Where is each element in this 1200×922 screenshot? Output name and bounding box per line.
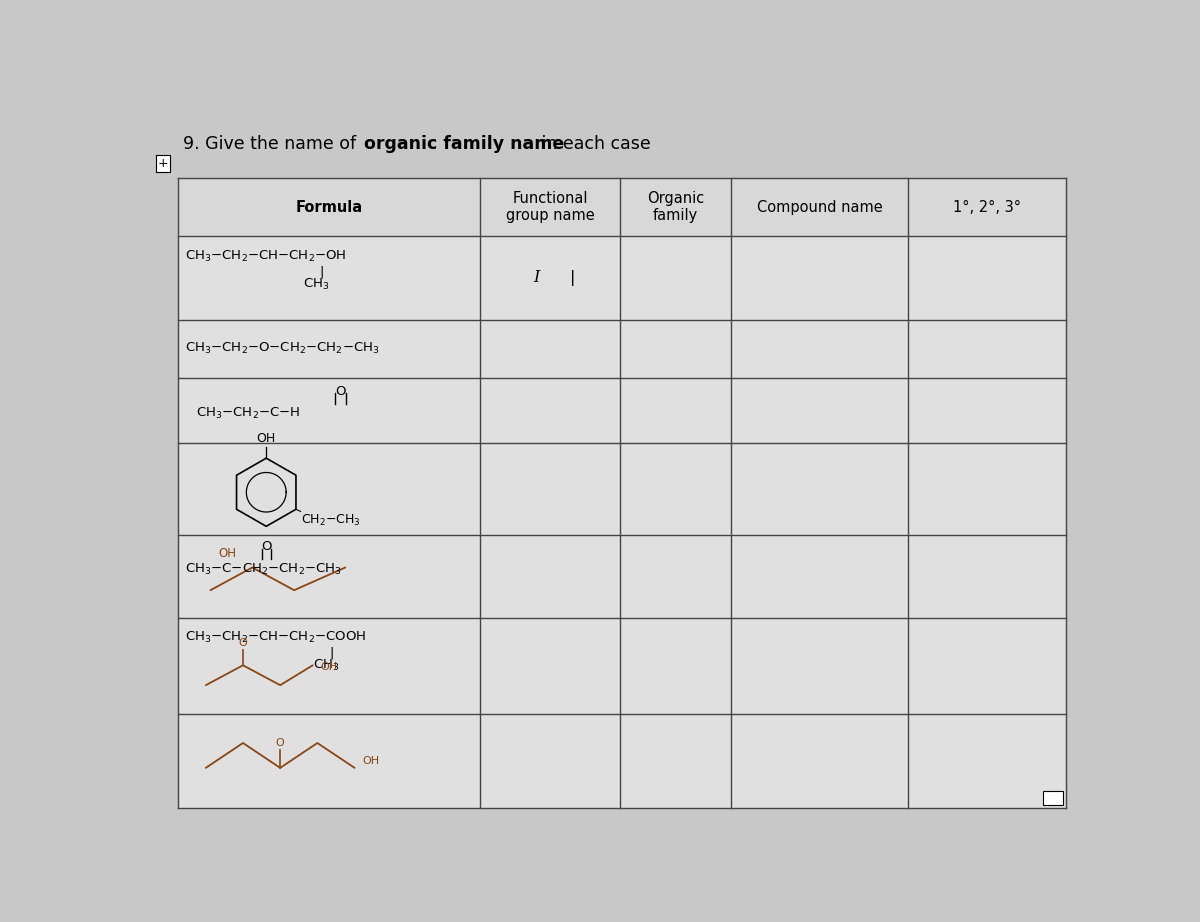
Bar (908, 535, 1066, 618)
Bar (619, 178, 731, 236)
Bar (731, 178, 908, 236)
Text: O: O (336, 384, 346, 397)
Bar (731, 320, 908, 378)
Text: CH$_3$−C−CH$_2$−CH$_2$−CH$_3$: CH$_3$−C−CH$_2$−CH$_2$−CH$_3$ (185, 561, 342, 577)
Text: CH$_3$−CH$_2$−O−CH$_2$−CH$_2$−CH$_3$: CH$_3$−CH$_2$−O−CH$_2$−CH$_2$−CH$_3$ (185, 341, 380, 356)
Bar (178, 618, 480, 714)
Text: CH$_3$−CH$_2$−C−H: CH$_3$−CH$_2$−C−H (197, 406, 301, 421)
Bar (908, 178, 1066, 236)
Bar (619, 618, 731, 714)
Bar (731, 236, 908, 320)
Bar (908, 443, 1066, 535)
Text: OH: OH (218, 548, 236, 561)
Bar (480, 378, 619, 443)
Text: I: I (533, 269, 539, 287)
Text: Compound name: Compound name (757, 199, 882, 215)
Bar (1043, 791, 1063, 805)
Text: 9. Give the name of: 9. Give the name of (182, 136, 361, 153)
Text: O: O (239, 637, 247, 647)
Bar (908, 378, 1066, 443)
Bar (480, 443, 619, 535)
Bar (480, 320, 619, 378)
Bar (731, 714, 908, 808)
Bar (619, 378, 731, 443)
Bar (908, 618, 1066, 714)
Text: Organic
family: Organic family (647, 191, 704, 223)
Bar (480, 535, 619, 618)
Bar (731, 535, 908, 618)
Bar (908, 714, 1066, 808)
Bar (731, 378, 908, 443)
Text: OH: OH (362, 756, 379, 765)
Text: organic family name: organic family name (364, 136, 564, 153)
Bar (178, 236, 480, 320)
Text: O: O (262, 540, 271, 553)
Text: OH: OH (320, 662, 337, 672)
Bar (480, 618, 619, 714)
Text: 1°, 2°, 3°: 1°, 2°, 3° (953, 199, 1021, 215)
Bar (480, 178, 619, 236)
Bar (178, 443, 480, 535)
Text: CH$_2$−CH$_3$: CH$_2$−CH$_3$ (301, 513, 360, 528)
Text: |: | (329, 646, 334, 659)
Bar (178, 714, 480, 808)
Text: +: + (157, 157, 168, 170)
Bar (731, 443, 908, 535)
Text: OH: OH (257, 432, 276, 445)
Text: CH$_3$: CH$_3$ (313, 658, 340, 673)
Text: |: | (320, 266, 324, 279)
Text: Formula: Formula (295, 199, 362, 215)
Bar (908, 320, 1066, 378)
Bar (619, 320, 731, 378)
Text: in each case: in each case (536, 136, 650, 153)
Bar (619, 714, 731, 808)
Bar (619, 443, 731, 535)
Text: CH$_3$−CH$_2$−CH−CH$_2$−COOH: CH$_3$−CH$_2$−CH−CH$_2$−COOH (185, 630, 366, 644)
Text: CH$_3$: CH$_3$ (304, 278, 330, 292)
Bar (178, 178, 480, 236)
Bar (731, 618, 908, 714)
Bar (480, 236, 619, 320)
Bar (908, 236, 1066, 320)
Bar (178, 320, 480, 378)
Bar (619, 236, 731, 320)
Bar (178, 535, 480, 618)
Text: |: | (570, 270, 576, 286)
Bar (480, 714, 619, 808)
Bar (178, 378, 480, 443)
Text: Functional
group name: Functional group name (505, 191, 594, 223)
Text: CH$_3$−CH$_2$−CH−CH$_2$−OH: CH$_3$−CH$_2$−CH−CH$_2$−OH (185, 249, 347, 264)
Bar (619, 535, 731, 618)
Text: O: O (276, 738, 284, 748)
